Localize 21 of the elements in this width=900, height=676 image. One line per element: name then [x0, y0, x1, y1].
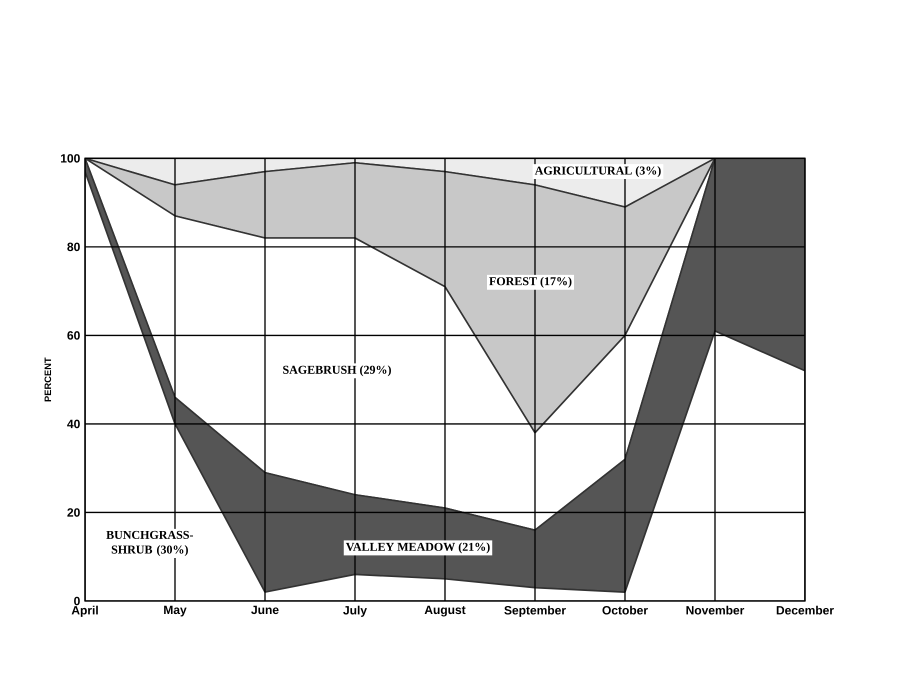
series-label: FOREST (17%): [489, 276, 572, 288]
series-label: AGRICULTURAL (3%): [534, 166, 661, 178]
y-tick-label: 80: [67, 242, 80, 252]
x-tick-label: October: [602, 606, 648, 615]
x-tick-label: August: [424, 606, 466, 617]
series-label: BUNCHGRASS-SHRUB (30%): [106, 530, 194, 556]
y-tick-label: 100: [61, 154, 80, 163]
y-tick-label: 60: [67, 331, 80, 340]
x-tick-label: June: [251, 606, 279, 614]
series-label: SAGEBRUSH (29%): [283, 365, 391, 376]
x-tick-label: December: [776, 606, 834, 615]
x-tick-label: July: [343, 606, 367, 617]
y-tick-label: 40: [67, 420, 80, 428]
series-label: VALLEY MEADOW (21%): [346, 542, 490, 554]
x-tick-label: November: [686, 606, 744, 615]
x-tick-label: April: [72, 606, 98, 617]
y-axis-title: PERCENT: [44, 357, 52, 402]
x-tick-label: May: [164, 606, 187, 616]
x-tick-label: September: [504, 606, 566, 617]
y-tick-label: 0: [74, 596, 80, 606]
y-tick-label: 20: [67, 508, 80, 517]
